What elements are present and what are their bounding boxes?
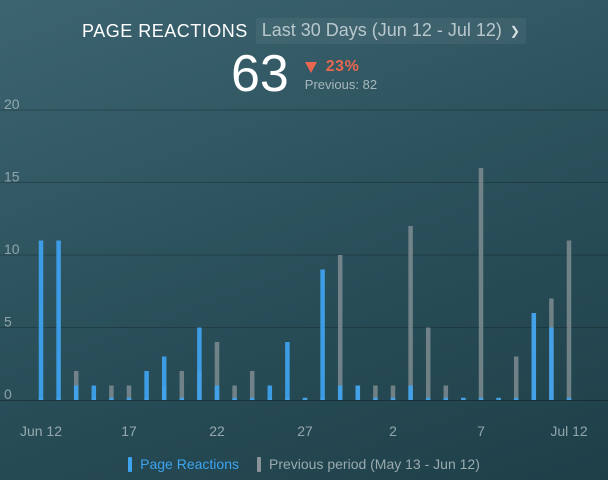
y-tick-label: 5	[4, 314, 12, 330]
bar-current	[214, 385, 220, 400]
summary: 63 23% Previous: 82	[0, 44, 608, 104]
chart-header: PAGE REACTIONS Last 30 Days (Jun 12 - Ju…	[0, 18, 608, 44]
y-tick-label: 0	[4, 386, 12, 402]
date-range-label: Last 30 Days (Jun 12 - Jul 12)	[261, 20, 502, 40]
legend: Page Reactions Previous period (May 13 -…	[0, 456, 608, 472]
total-count: 63	[230, 45, 289, 103]
x-tick-label: 2	[389, 423, 397, 439]
delta-block: 23% Previous: 82	[304, 44, 378, 92]
x-tick-label: Jun 12	[20, 423, 62, 439]
bar-current	[425, 397, 431, 400]
bar-current	[56, 240, 61, 400]
bar-previous	[566, 240, 572, 400]
change-percent: 23%	[325, 58, 360, 75]
legend-item-previous[interactable]: Previous period (May 13 - Jun 12)	[256, 456, 480, 472]
y-tick-label: 15	[4, 169, 20, 185]
bar-current	[144, 371, 149, 400]
bar-current	[232, 397, 237, 400]
bar-previous	[408, 226, 413, 400]
bar-current	[355, 385, 361, 400]
legend-swatch-previous	[256, 456, 261, 472]
bar-previous	[478, 168, 484, 400]
bar-previous	[109, 385, 114, 400]
legend-label-previous: Previous period (May 13 - Jun 12)	[268, 456, 480, 472]
bar-current	[478, 397, 484, 400]
bar-current	[531, 313, 537, 400]
bar-current	[390, 397, 396, 400]
date-range-dropdown[interactable]: Last 30 Days (Jun 12 - Jul 12) ❯	[255, 18, 526, 44]
bar-current	[513, 397, 519, 400]
bar-previous	[232, 385, 237, 400]
bar-current	[337, 385, 343, 400]
previous-total: Previous: 82	[304, 77, 378, 92]
bar-current	[496, 397, 501, 400]
x-tick-label: Jul 12	[550, 423, 588, 439]
legend-label-current: Page Reactions	[140, 456, 239, 472]
x-tick-label: 22	[209, 423, 225, 439]
bar-previous	[337, 255, 343, 400]
bar-current	[408, 385, 413, 400]
bar-current	[461, 397, 466, 400]
chevron-down-icon[interactable]: ❯	[509, 23, 520, 38]
bar-current	[443, 397, 449, 400]
bar-previous	[390, 385, 396, 400]
bar-previous	[126, 385, 132, 400]
bar-current	[267, 385, 273, 400]
change-indicator: 23%	[304, 58, 377, 76]
bar-current	[320, 269, 325, 400]
bar-current	[91, 385, 97, 400]
bar-current	[566, 397, 572, 400]
x-tick-label: 17	[121, 423, 137, 439]
legend-item-current[interactable]: Page Reactions	[128, 456, 239, 472]
bar-current	[161, 356, 167, 400]
bar-current	[179, 397, 185, 400]
bar-current	[73, 385, 79, 400]
bar-current	[249, 397, 255, 400]
bar-current	[373, 397, 378, 400]
y-tick-label: 20	[4, 96, 20, 112]
bar-previous	[425, 327, 431, 400]
bar-current	[302, 397, 308, 400]
bar-current	[38, 240, 44, 400]
bar-previous	[443, 385, 449, 400]
bar-current	[126, 397, 132, 400]
bar-previous	[179, 371, 185, 400]
down-triangle-icon	[304, 61, 317, 73]
bar-previous	[373, 385, 378, 400]
bar-previous	[513, 356, 519, 400]
legend-swatch-current	[128, 456, 133, 472]
x-tick-label: 27	[297, 423, 313, 439]
bar-previous	[214, 342, 220, 400]
bar-current	[285, 342, 290, 400]
x-tick-label: 7	[477, 423, 485, 439]
chart-title: PAGE REACTIONS	[82, 20, 248, 41]
bar-previous	[249, 371, 255, 400]
y-tick-label: 10	[4, 241, 20, 257]
bar-current	[549, 327, 554, 400]
bar-current	[109, 397, 114, 400]
bar-current	[197, 327, 202, 400]
